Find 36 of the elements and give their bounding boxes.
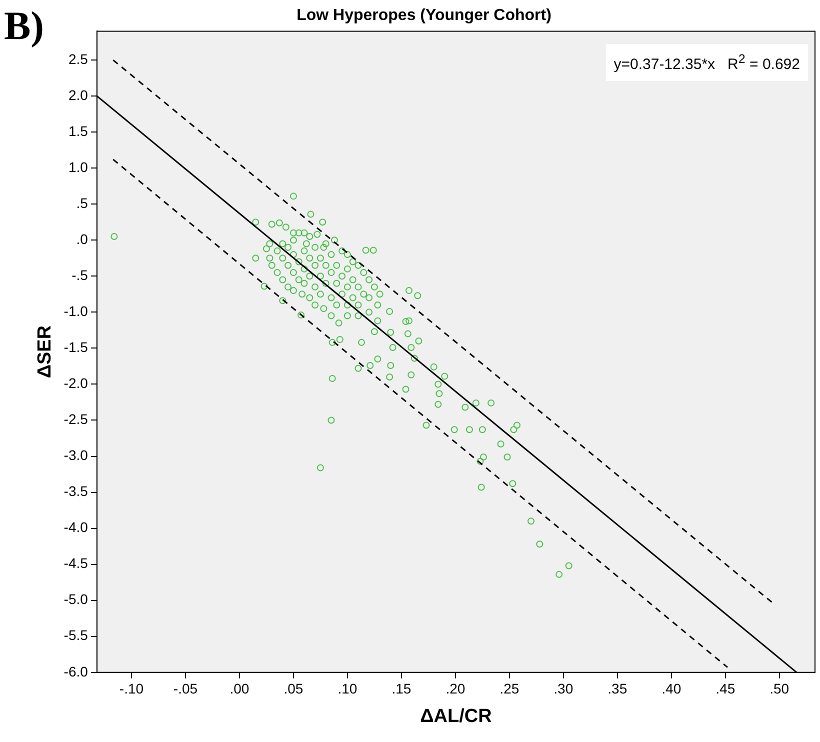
x-tick-label: .50 (770, 680, 790, 697)
x-tick-label: .15 (392, 680, 412, 697)
y-tick-label: -4.5 (64, 555, 88, 572)
x-tick-label: .00 (230, 680, 250, 697)
x-tick-label: .10 (338, 680, 358, 697)
x-tick-label: .30 (554, 680, 574, 697)
y-tick-label: -5.0 (64, 591, 88, 608)
y-tick-label: 1.5 (68, 122, 88, 139)
x-tick-label: .25 (500, 680, 520, 697)
y-tick-label: -2.5 (64, 411, 88, 428)
text: B) (4, 2, 44, 49)
annotation: y=0.37-12.35*x R$^{2}$ = 0.692 (606, 44, 808, 81)
y-tick-label: -1.0 (64, 303, 88, 320)
y-tick-label: -6.0 (64, 663, 88, 680)
y-tick-label: -4.0 (64, 519, 88, 536)
y-tick-label: 2.5 (68, 50, 88, 67)
x-tick-label: .45 (716, 680, 736, 697)
x-tick-label: .40 (662, 680, 682, 697)
x-tick-label: -.05 (173, 680, 198, 697)
y-axis-title: ΔSER (34, 325, 56, 378)
y-tick-label: .5 (76, 194, 88, 211)
y-tick-label: -5.5 (64, 627, 88, 644)
y-tick-label: .0 (76, 230, 88, 247)
y-tick-label: -2.0 (64, 375, 88, 392)
y-tick-label: -.5 (72, 267, 88, 284)
x-tick-label: .35 (608, 680, 628, 697)
y-tick-label: 1.0 (68, 158, 88, 175)
chart-title: Low Hyperopes (Younger Cohort) (296, 7, 552, 24)
x-tick-label: .20 (446, 680, 466, 697)
x-axis-title: ΔAL/CR (420, 706, 492, 727)
y-tick-label: -1.5 (64, 339, 88, 356)
x-tick-label: -.10 (119, 680, 144, 697)
y-tick-label: 2.0 (68, 86, 88, 103)
x-tick-label: .05 (284, 680, 304, 697)
y-tick-label: -3.0 (64, 447, 88, 464)
y-tick-label: -3.5 (64, 483, 88, 500)
